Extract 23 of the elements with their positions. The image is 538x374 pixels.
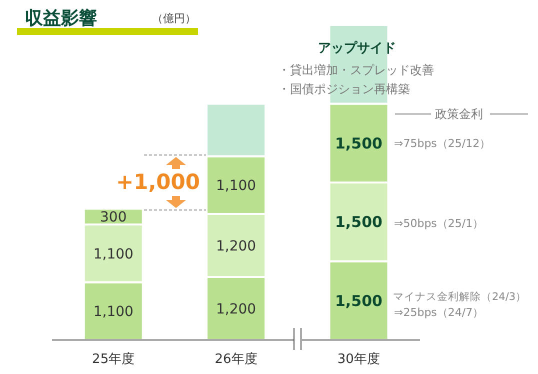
annotation: +1,000 <box>116 170 200 194</box>
x-tick-label: 26年度 <box>214 351 258 368</box>
data-label: 1,100 <box>93 304 134 320</box>
chart-subtitle: （億円） <box>152 11 196 26</box>
annotation: ⇒50bps（25/1） <box>394 216 484 231</box>
text: 政策金利 <box>435 106 483 123</box>
x-tick-label: 25年度 <box>92 351 135 368</box>
annotation: ・貸出増加・スプレッド改善 <box>278 62 434 79</box>
data-label: 1,200 <box>216 301 256 318</box>
annotation: ⇒25bps（24/7） <box>394 305 484 320</box>
data-label: 1,500 <box>335 213 382 232</box>
chart-title: 収益影響 <box>25 7 97 30</box>
annotation: アップサイド <box>318 40 396 57</box>
data-label: 1,100 <box>93 246 134 262</box>
annotation: ⇒75bps（25/12） <box>394 136 491 151</box>
data-label: 1,200 <box>216 238 256 254</box>
data-label: 1,500 <box>335 292 382 310</box>
annotation: ・国債ポジション再構築 <box>278 81 410 98</box>
data-label: 1,100 <box>216 178 256 194</box>
data-label: 1,500 <box>335 134 382 152</box>
x-tick-label: 30年度 <box>337 351 380 368</box>
annotation: マイナス金利解除（24/3） <box>393 290 527 304</box>
data-label: 300 <box>100 210 127 226</box>
